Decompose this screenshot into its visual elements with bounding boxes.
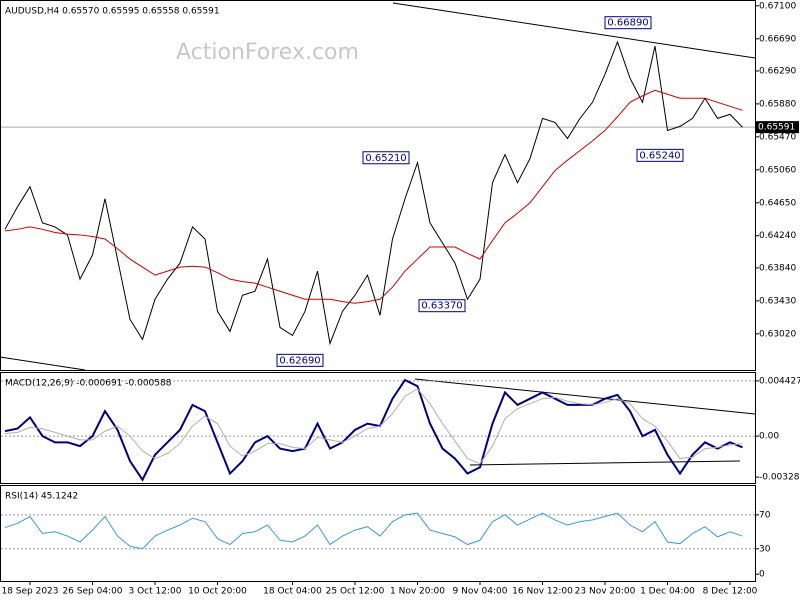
y-tick-label: 0.65470: [759, 132, 796, 142]
y-tick-label: 70: [759, 510, 771, 520]
x-tick-label: 23 Nov 20:00: [575, 587, 636, 597]
macd-panel: [0, 372, 756, 484]
x-tick-label: 25 Oct 12:00: [326, 587, 385, 597]
panel-title: AUDUSD,H4 0.65570 0.65595 0.65558 0.6559…: [5, 7, 220, 17]
x-tick-label: 1 Dec 04:00: [640, 587, 695, 597]
x-tick-label: 18 Oct 04:00: [263, 587, 322, 597]
y-tick-label: 0.004427: [759, 376, 800, 386]
x-tick-label: 26 Sep 04:00: [62, 587, 122, 597]
x-tick-label: 8 Dec 12:00: [703, 587, 758, 597]
y-tick-label: 0.63840: [759, 263, 796, 273]
x-tick-label: 9 Nov 04:00: [453, 587, 508, 597]
y-tick-label: 0.64650: [759, 198, 796, 208]
series-line: [4, 89, 743, 304]
series-line: [4, 378, 743, 482]
panel-title: RSI(14) 45.1242: [5, 492, 78, 502]
annotation-box: [276, 353, 324, 367]
panel-title: MACD(12,26,9) -0.000691 -0.000588: [5, 379, 172, 389]
y-tick-label: 0: [759, 570, 765, 580]
x-tick-label: 16 Nov 12:00: [512, 587, 573, 597]
y-tick-label: 0.00: [759, 432, 779, 442]
y-tick-label: 0.66690: [759, 34, 796, 44]
x-tick-label: 1 Nov 20:00: [390, 587, 445, 597]
trendline: [392, 2, 756, 59]
price-panel: [0, 0, 756, 371]
annotation-label: 0.65240: [639, 150, 680, 161]
y-tick-label: 0.67100: [759, 1, 796, 11]
y-tick-label: 0.64240: [759, 231, 796, 241]
series-line: [4, 512, 743, 550]
y-tick-label: 30: [759, 544, 771, 554]
x-tick-label: 18 Sep 2023: [1, 587, 58, 597]
annotation-box: [604, 16, 652, 30]
annotation-label: 0.62690: [279, 355, 320, 366]
annotation-label: 0.66890: [607, 18, 648, 29]
y-tick-label: 0.65880: [759, 99, 796, 109]
y-tick-label: 0.63430: [759, 296, 796, 306]
y-tick-label: 0.63020: [759, 329, 796, 339]
annotation-label: 0.63370: [421, 301, 462, 312]
series-line: [4, 388, 743, 465]
rsi-panel: [0, 485, 756, 582]
y-tick-label: 0.65060: [759, 165, 796, 175]
series-line: [4, 40, 743, 346]
annotation-box: [418, 299, 466, 313]
macd-trendline: [469, 460, 741, 466]
annotation-label: 0.65210: [365, 153, 406, 164]
macd-trendline: [414, 378, 756, 415]
trendline: [0, 356, 86, 371]
x-tick-label: 3 Oct 12:00: [129, 587, 182, 597]
x-tick-label: 10 Oct 20:00: [188, 587, 247, 597]
watermark: ActionForex.com: [176, 40, 359, 65]
y-tick-label: 0.66290: [759, 66, 796, 76]
current-price-label: 0.65591: [758, 123, 795, 133]
current-price-box: [755, 121, 799, 134]
annotation-box: [362, 151, 410, 165]
annotation-box: [636, 148, 684, 162]
y-tick-label: -0.003288: [759, 473, 800, 483]
